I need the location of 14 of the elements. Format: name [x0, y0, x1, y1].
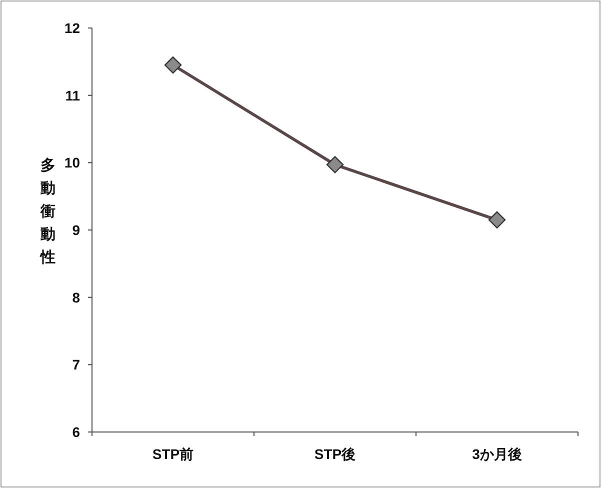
y-tick-label: 10	[64, 154, 80, 171]
y-tick-label: 8	[72, 289, 80, 306]
y-tick-label: 12	[64, 20, 80, 36]
y-tick-label: 9	[72, 222, 80, 238]
point	[488, 211, 506, 228]
y-axis-title: 多動衝動性	[40, 157, 56, 266]
x-tick-label: 3か月後	[472, 446, 522, 462]
y-tick-label: 6	[72, 424, 80, 440]
x-tick-label: STP前	[152, 446, 194, 462]
y-tick-label: 11	[65, 87, 80, 104]
point	[326, 156, 344, 174]
x-tick-label: STP後	[314, 446, 356, 462]
y-tick-label: 7	[72, 356, 80, 373]
point	[164, 56, 182, 74]
